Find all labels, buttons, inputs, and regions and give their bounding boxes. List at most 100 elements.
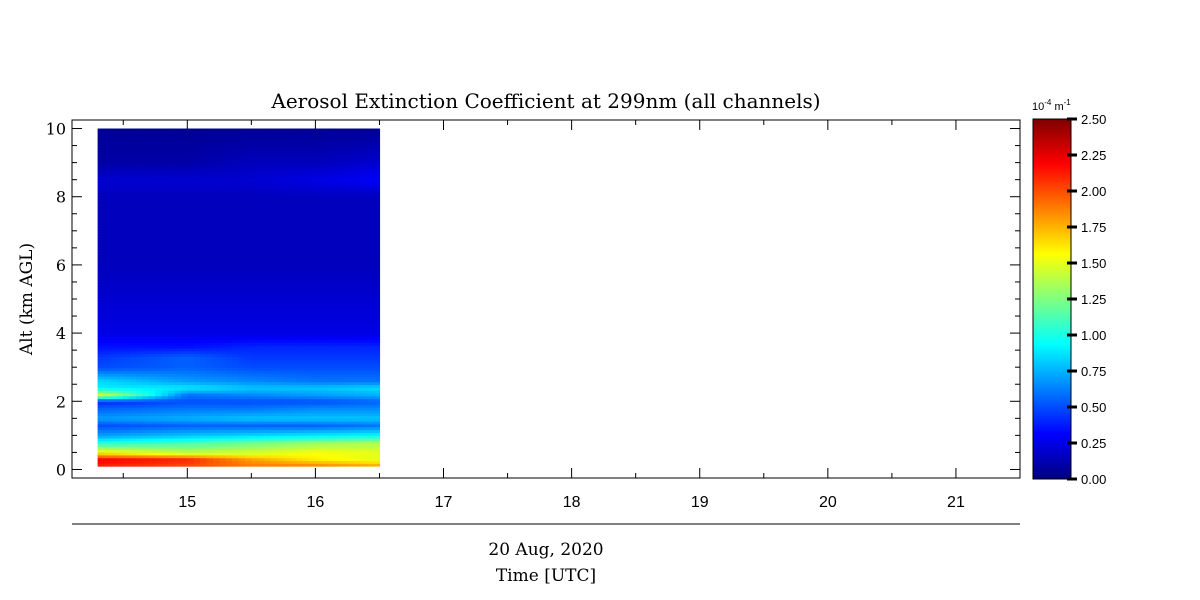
- heatmap-cell: [212, 170, 220, 175]
- heatmap-cell: [347, 190, 355, 194]
- heatmap-cell: [334, 257, 342, 262]
- heatmap-cell: [321, 297, 329, 301]
- heatmap-cell: [251, 342, 259, 346]
- heatmap-cell: [360, 392, 368, 397]
- heatmap-cell: [321, 409, 329, 414]
- heatmap-cell: [187, 429, 195, 433]
- heatmap-cell: [97, 356, 105, 360]
- heatmap-cell: [238, 347, 246, 352]
- heatmap-cell: [360, 266, 368, 270]
- heatmap-cell: [334, 215, 342, 220]
- heatmap-cell: [353, 373, 361, 377]
- heatmap-cell: [142, 210, 150, 214]
- heatmap-cell: [161, 294, 169, 298]
- heatmap-cell: [341, 336, 349, 341]
- heatmap-cell: [123, 229, 131, 234]
- heatmap-cell: [251, 179, 259, 183]
- heatmap-cell: [212, 232, 220, 237]
- heatmap-cell: [148, 238, 156, 242]
- heatmap-cell: [270, 449, 278, 453]
- heatmap-cell: [309, 249, 317, 253]
- heatmap-cell: [219, 148, 227, 152]
- heatmap-cell: [219, 356, 227, 360]
- heatmap-cell: [129, 339, 137, 343]
- heatmap-cell: [97, 449, 105, 453]
- heatmap-cell: [97, 193, 105, 197]
- heatmap-cell: [142, 162, 150, 166]
- heatmap-cell: [225, 181, 233, 186]
- heatmap-cell: [276, 212, 284, 217]
- heatmap-cell: [244, 210, 252, 214]
- heatmap-cell: [360, 322, 368, 327]
- heatmap-cell: [148, 409, 156, 414]
- heatmap-cell: [238, 409, 246, 414]
- heatmap-cell: [180, 364, 188, 369]
- heatmap-cell: [219, 387, 227, 391]
- heatmap-cell: [309, 134, 317, 138]
- heatmap-cell: [302, 418, 310, 422]
- heatmap-cell: [206, 156, 214, 161]
- heatmap-cell: [136, 339, 144, 343]
- heatmap-cell: [289, 148, 297, 152]
- heatmap-cell: [142, 153, 150, 158]
- heatmap-cell: [129, 277, 137, 282]
- heatmap-cell: [289, 176, 297, 180]
- heatmap-cell: [193, 446, 201, 450]
- heatmap-cell: [187, 269, 195, 273]
- heatmap-cell: [347, 269, 355, 273]
- heatmap-cell: [129, 314, 137, 318]
- heatmap-cell: [270, 269, 278, 273]
- heatmap-cell: [353, 297, 361, 301]
- heatmap-cell: [104, 179, 112, 183]
- heatmap-cell: [315, 421, 323, 425]
- heatmap-cell: [180, 159, 188, 163]
- heatmap-cell: [136, 269, 144, 273]
- heatmap-cell: [251, 257, 259, 262]
- heatmap-cell: [187, 305, 195, 310]
- heatmap-cell: [289, 373, 297, 377]
- heatmap-cell: [341, 266, 349, 270]
- heatmap-cell: [142, 249, 150, 253]
- heatmap-cell: [97, 232, 105, 237]
- heatmap-cell: [116, 221, 124, 225]
- heatmap-cell: [257, 288, 265, 293]
- heatmap-cell: [360, 339, 368, 343]
- heatmap-cell: [212, 412, 220, 417]
- heatmap-cell: [200, 443, 208, 447]
- heatmap-cell: [353, 319, 361, 324]
- heatmap-cell: [193, 359, 201, 363]
- heatmap-cell: [257, 176, 265, 180]
- heatmap-cell: [212, 207, 220, 211]
- heatmap-cell: [155, 134, 163, 138]
- heatmap-cell: [104, 210, 112, 214]
- heatmap-cell: [238, 350, 246, 355]
- heatmap-cell: [283, 336, 291, 341]
- heatmap-cell: [353, 204, 361, 208]
- heatmap-cell: [136, 255, 144, 259]
- heatmap-cell: [309, 347, 317, 352]
- heatmap-cell: [347, 345, 355, 349]
- heatmap-cell: [136, 449, 144, 453]
- heatmap-cell: [161, 136, 169, 141]
- heatmap-cell: [187, 179, 195, 183]
- heatmap-cell: [110, 288, 118, 293]
- heatmap-cell: [225, 235, 233, 239]
- heatmap-cell: [180, 457, 188, 462]
- heatmap-cell: [148, 159, 156, 163]
- heatmap-cell: [97, 404, 105, 408]
- heatmap-cell: [251, 243, 259, 248]
- heatmap-cell: [219, 176, 227, 180]
- heatmap-cell: [264, 193, 272, 197]
- heatmap-cell: [97, 339, 105, 343]
- heatmap-cell: [347, 452, 355, 456]
- heatmap-cell: [283, 263, 291, 267]
- heatmap-cell: [232, 294, 240, 298]
- heatmap-cell: [315, 224, 323, 228]
- heatmap-cell: [264, 339, 272, 343]
- heatmap-cell: [276, 418, 284, 422]
- heatmap-cell: [136, 212, 144, 217]
- heatmap-cell: [257, 184, 265, 189]
- heatmap-cell: [168, 314, 176, 318]
- heatmap-cell: [347, 426, 355, 431]
- heatmap-cell: [129, 370, 137, 374]
